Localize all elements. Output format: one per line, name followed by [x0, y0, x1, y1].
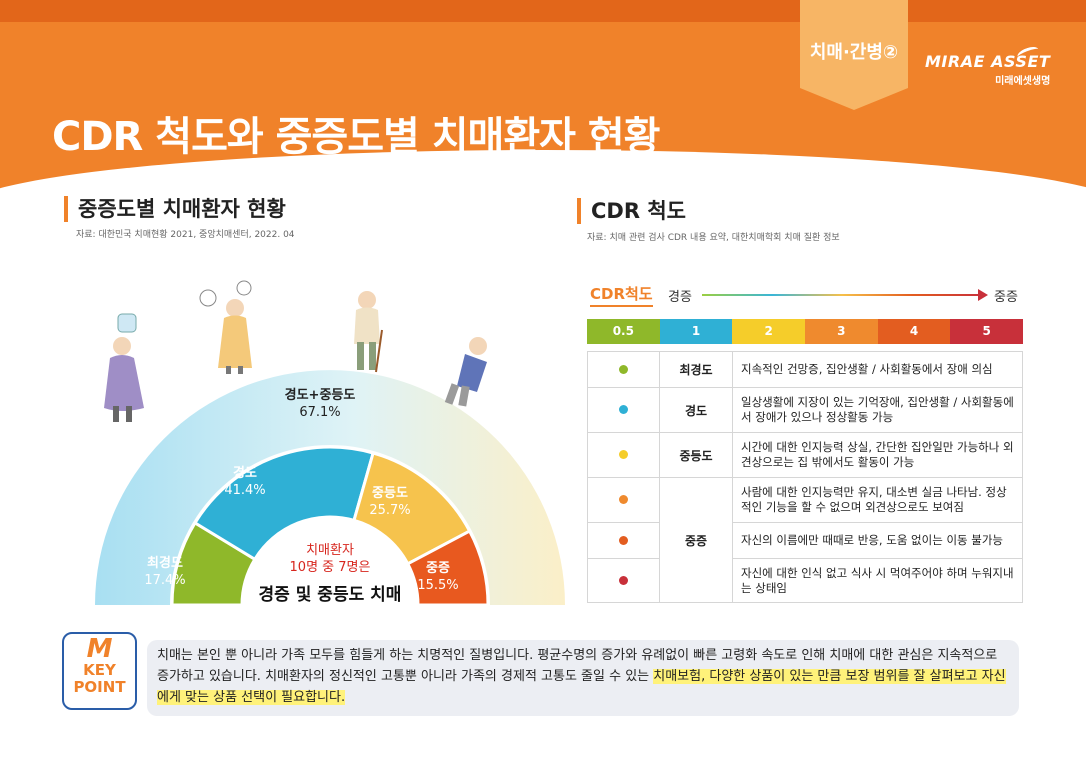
- level-name: 중증: [659, 477, 733, 603]
- right-section-title: CDR 척도: [577, 198, 686, 224]
- level-dot-icon: [619, 450, 628, 459]
- segment-arc-1: [192, 445, 375, 562]
- segment-name: 최경도: [147, 556, 183, 571]
- level-dot-icon: [619, 364, 628, 374]
- cdr-mild-label: 경증: [668, 290, 692, 305]
- level-description: 시간에 대한 인지능력 상실, 간단한 집안일만 가능하나 외견상으로는 집 밖…: [732, 432, 1023, 478]
- key-point-point: POINT: [73, 678, 126, 696]
- header-banner: 치매·간병② MIRAE ASSET 미래에셋생명 CDR 척도와 중증도별 치…: [0, 0, 1086, 190]
- cdr-level-bar: 0.5 1 2 3 4 5: [587, 319, 1024, 344]
- segment-name: 경도: [233, 466, 257, 481]
- level-dot-icon: [619, 535, 628, 545]
- segment-arc-3: [405, 529, 490, 607]
- segment-name: 중증: [426, 561, 450, 576]
- level-description: 자신의 이름에만 때때로 반응, 도움 없이는 이동 불가능: [732, 522, 1023, 559]
- table-row: 경도 일상생활에 지장이 있는 기억장애, 집안생활 / 사회활동에서 장애가 …: [587, 387, 1023, 433]
- cdr-level-3: 3: [805, 319, 878, 344]
- key-point-text: 치매는 본인 뿐 아니라 가족 모두를 힘들게 하는 치명적인 질병입니다. 평…: [147, 640, 1019, 716]
- outer-ring-name: 경도+중등도: [284, 388, 356, 403]
- right-section-source: 자료: 치매 관련 검사 CDR 내용 요약, 대한치매학회 치매 질환 정보: [587, 233, 840, 243]
- level-dot-icon: [619, 575, 628, 585]
- segment-label-mild: 경도 41.4%: [210, 465, 280, 499]
- center-line-3: 경증 및 중등도 치매: [258, 585, 402, 605]
- level-description: 일상생활에 지장이 있는 기억장애, 집안생활 / 사회활동에서 장애가 있으나…: [732, 387, 1023, 433]
- key-point-m-icon: M: [86, 634, 113, 664]
- table-row: 중등도 시간에 대한 인지능력 상실, 간단한 집안일만 가능하나 외견상으로는…: [587, 432, 1023, 478]
- chart-center-caption: 치매환자 10명 중 7명은 경증 및 중등도 치매: [230, 542, 430, 605]
- series-tag: 치매·간병②: [800, 0, 908, 110]
- level-description: 자신에 대한 인식 없고 식사 시 먹여주어야 하며 누워지내는 상태임: [732, 558, 1023, 603]
- segment-label-severe: 중증 15.5%: [403, 560, 473, 594]
- table-row: 자신의 이름에만 때때로 반응, 도움 없이는 이동 불가능: [587, 522, 1023, 559]
- elder-figure-1: [104, 313, 144, 422]
- segment-value: 15.5%: [417, 578, 459, 593]
- key-point-body: 치매는 본인 뿐 아니라 가족 모두를 힘들게 하는 치명적인 질병입니다. 평…: [157, 648, 998, 684]
- cdr-level-4: 4: [877, 319, 951, 344]
- mirae-asset-logo: MIRAE ASSET 미래에셋생명: [925, 44, 1051, 87]
- severity-chart-svg: [95, 280, 565, 607]
- logo-en: MIRAE ASSET: [925, 52, 1051, 71]
- level-dot-icon: [619, 495, 628, 504]
- segment-value: 25.7%: [369, 503, 411, 518]
- cdr-level-1: 1: [659, 319, 733, 344]
- logo-ko: 미래에셋생명: [995, 76, 1051, 87]
- level-name: 최경도: [659, 351, 733, 388]
- left-section-title: 중증도별 치매환자 현황: [64, 196, 286, 222]
- segment-name: 중등도: [372, 486, 408, 501]
- arrow-right-icon: [978, 289, 988, 301]
- center-line-1: 치매환자: [306, 543, 354, 558]
- series-tag-label: 치매·간병②: [809, 42, 899, 63]
- segment-label-moderate: 중등도 25.7%: [355, 485, 425, 519]
- cdr-level-5: 5: [950, 319, 1024, 344]
- header-top-band: [0, 0, 1086, 22]
- cdr-gradient-arrow: [702, 294, 982, 296]
- table-row: 중증 사람에 대한 인지능력만 유지, 대소변 실금 나타남. 정상적인 기능을…: [587, 477, 1023, 603]
- segment-value: 17.4%: [144, 573, 186, 588]
- key-point-key: KEY: [83, 661, 116, 679]
- cdr-severe-label: 중증: [994, 290, 1018, 305]
- segment-label-very-mild: 최경도 17.4%: [130, 555, 200, 589]
- cdr-description-table: 최경도 지속적인 건망증, 집안생활 / 사회활동에서 장애 의심 경도 일상생…: [587, 351, 1023, 603]
- cdr-scale-label: CDR척도: [590, 283, 653, 307]
- level-name: 경도: [659, 387, 733, 433]
- segment-value: 41.4%: [224, 483, 266, 498]
- left-section-source: 자료: 대한민국 치매현황 2021, 중앙치매센터, 2022. 04: [76, 230, 295, 240]
- level-description: 지속적인 건망증, 집안생활 / 사회활동에서 장애 의심: [732, 351, 1023, 388]
- center-line-2: 10명 중 7명은: [289, 560, 371, 575]
- outer-ring-label: 경도+중등도 67.1%: [265, 387, 375, 421]
- table-row: 최경도 지속적인 건망증, 집안생활 / 사회활동에서 장애 의심: [587, 351, 1023, 388]
- level-dot-icon: [619, 405, 628, 414]
- elder-figure-4: [444, 337, 487, 407]
- outer-ring-value: 67.1%: [299, 405, 341, 420]
- table-row: 자신에 대한 인식 없고 식사 시 먹여주어야 하며 누워지내는 상태임: [587, 558, 1023, 603]
- cdr-level-2: 2: [732, 319, 806, 344]
- level-description: 사람에 대한 인지능력만 유지, 대소변 실금 나타남. 정상적인 기능을 할 …: [732, 477, 1023, 523]
- severity-chart: 경도+중등도 67.1% 최경도 17.4% 경도 41.4% 중등도 25.7…: [80, 280, 580, 620]
- elder-figure-2: [199, 280, 252, 374]
- level-name: 중등도: [659, 432, 733, 478]
- key-point-badge: M KEY POINT: [62, 632, 137, 710]
- outer-ring-arc: [95, 370, 565, 605]
- elder-figure-3: [354, 291, 383, 373]
- cdr-level-0-5: 0.5: [587, 319, 660, 344]
